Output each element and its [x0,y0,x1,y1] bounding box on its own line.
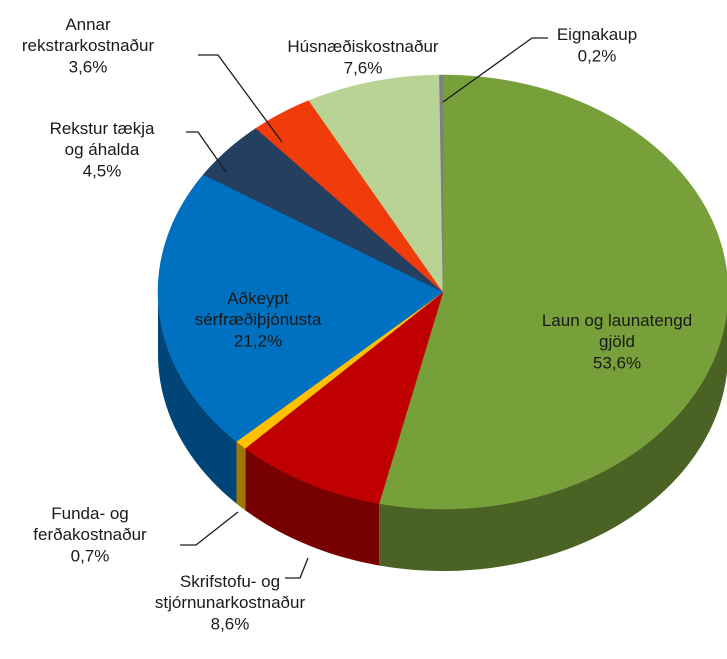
slice-side [158,292,237,504]
pie-tops [157,74,727,510]
leader-line [180,511,239,546]
value-label: 0,7% [71,546,110,565]
slice-label: Rekstur tækja og áhalda [50,119,155,159]
value-label: 53,6% [593,353,641,372]
slice-side [236,441,246,511]
slice [202,128,444,293]
value-label: 7,6% [344,58,383,77]
labels: Laun og launatengd gjöld 53,6% Skrifstofu- … [22,15,692,633]
slice [439,74,444,293]
slice-label: Funda- og ferðakostnaður [33,504,147,544]
leader-line [442,37,548,103]
slice [244,291,444,504]
slice-label: Húsnæðiskostnaður [287,37,439,56]
value-label: 4,5% [83,161,122,180]
value-label: 0,2% [578,46,617,65]
slice-side [379,310,727,571]
value-label: 8,6% [211,614,250,633]
slice-side [245,448,380,566]
slice [157,174,444,442]
leader-line [186,131,227,173]
slice [308,74,444,293]
slice [378,74,727,510]
slice-label: Eignakaup [557,25,637,44]
slice-label: Annar rekstrarkostnaður [22,15,155,55]
slice-label: Laun og launatengd gjöld [542,311,692,351]
slice [255,100,444,293]
value-label: 21,2% [234,331,282,350]
leader-line [198,54,283,143]
value-label: 3,6% [69,57,108,76]
slice-label: Skrifstofu- og stjórnunarkostnaður [155,572,306,612]
pie-sides [158,292,727,571]
slice-label: Aðkeypt sérfræðiþjónusta [195,289,322,329]
leader-line [285,557,309,579]
